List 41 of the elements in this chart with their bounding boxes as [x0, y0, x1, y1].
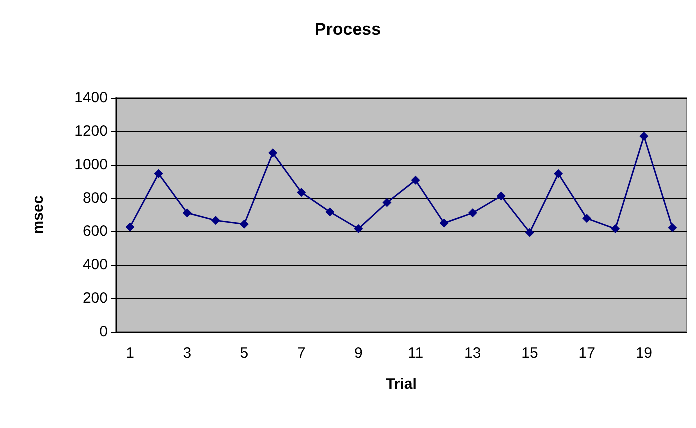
- point: [126, 222, 135, 232]
- x-tick-label: 1: [126, 345, 134, 362]
- point: [440, 218, 449, 228]
- y-tick-label: 600: [82, 223, 108, 240]
- x-tick-label: 3: [183, 345, 192, 362]
- x-tick-label: 7: [297, 345, 306, 362]
- x-tick-label: 19: [636, 345, 653, 362]
- point: [525, 228, 534, 238]
- point: [668, 224, 678, 233]
- point: [268, 148, 278, 158]
- y-tick-label: 1200: [74, 122, 108, 140]
- point: [211, 216, 220, 226]
- y-tick-label: 400: [82, 256, 108, 274]
- x-tick-label: 13: [464, 345, 482, 362]
- y-axis-title: msec: [30, 196, 47, 234]
- y-tick-label: 1000: [74, 156, 108, 174]
- point: [182, 208, 192, 218]
- x-tick-label: 5: [240, 345, 249, 362]
- point: [582, 214, 592, 224]
- point: [411, 176, 420, 185]
- point: [468, 208, 478, 218]
- y-tick-label: 1400: [74, 90, 108, 106]
- y-tick-label: 800: [82, 190, 108, 207]
- point: [326, 208, 335, 217]
- point: [297, 188, 306, 198]
- point: [154, 169, 164, 178]
- x-tick-label: 11: [408, 345, 424, 362]
- chart-title: Process: [314, 20, 382, 39]
- x-tick-label: 17: [578, 345, 596, 362]
- x-axis-title: Trial: [386, 376, 417, 393]
- x-tick-label: 9: [354, 345, 363, 362]
- x-tick-label: 15: [522, 345, 538, 362]
- point: [554, 169, 564, 178]
- point: [496, 192, 506, 201]
- point: [240, 220, 249, 229]
- point: [382, 198, 392, 208]
- point: [354, 224, 364, 234]
- point: [640, 132, 649, 141]
- y-tick-label: 0: [100, 324, 108, 340]
- y-tick-label: 200: [82, 290, 108, 308]
- point: [611, 224, 620, 234]
